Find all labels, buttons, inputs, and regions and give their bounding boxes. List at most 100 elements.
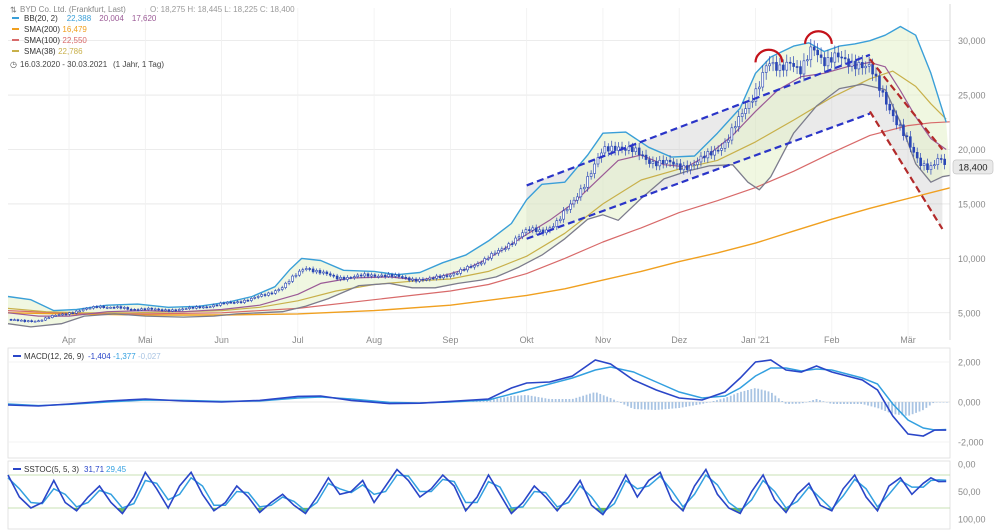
macd-hist-bar	[671, 402, 674, 409]
candle	[486, 255, 490, 261]
candle	[449, 273, 452, 279]
macd-hist-bar	[702, 402, 705, 404]
macd-hist-bar	[637, 402, 639, 410]
macd-hist-bar	[582, 395, 585, 402]
candle	[421, 277, 425, 283]
macd-hist-bar	[729, 395, 732, 402]
macd-hist-bar	[623, 402, 626, 405]
candle	[129, 307, 133, 311]
candle	[555, 217, 559, 231]
candle	[16, 318, 20, 322]
macd-hist-bar	[558, 399, 560, 402]
candle	[788, 56, 792, 71]
candle	[280, 285, 284, 292]
macd-hist-bar	[795, 402, 797, 404]
candle	[809, 39, 813, 68]
candle	[311, 266, 315, 274]
legend-value: 20,004	[99, 14, 124, 23]
candle	[44, 316, 47, 322]
candle	[922, 160, 926, 171]
candle	[418, 277, 421, 283]
macd-hist-bar	[705, 402, 708, 403]
macd-hist-bar	[595, 392, 598, 402]
macd-hist-bar	[849, 402, 852, 404]
candle	[644, 149, 648, 165]
macd-hist-bar	[626, 402, 629, 407]
candle	[284, 281, 287, 290]
candle	[799, 60, 802, 79]
candle	[909, 130, 912, 153]
candle	[740, 108, 744, 123]
macd-hist-bar	[877, 402, 880, 409]
candle	[558, 216, 562, 224]
y-tick-label: 20,000	[958, 145, 986, 155]
macd-hist-bar	[798, 402, 801, 404]
candle	[95, 305, 99, 309]
macd-hist-bar	[589, 393, 591, 402]
candle	[414, 277, 418, 284]
candle	[88, 306, 92, 310]
candle	[606, 143, 610, 157]
macd-hist-bar	[784, 402, 787, 404]
candle	[219, 301, 222, 307]
macd-hist-bar	[812, 400, 814, 402]
candle	[401, 274, 404, 280]
macd-hist-bar	[489, 400, 492, 402]
last-price-badge: 18,400	[952, 159, 994, 175]
macd-hist-bar	[743, 390, 746, 402]
macd-hist-bar	[534, 396, 536, 402]
macd-y-tick-label: -2,000	[958, 438, 984, 448]
candle	[665, 156, 668, 168]
candle	[407, 276, 411, 283]
candle	[754, 82, 758, 106]
candle	[404, 275, 408, 280]
candle	[596, 152, 600, 168]
candle	[215, 303, 219, 307]
macd-hist-bar	[520, 395, 523, 402]
candle	[912, 142, 916, 157]
candle	[929, 161, 933, 175]
macd-hist-bar	[496, 398, 499, 402]
macd-hist-bar	[897, 402, 900, 415]
candle	[136, 308, 140, 312]
candle	[250, 297, 253, 303]
candle	[641, 150, 644, 159]
candle	[819, 47, 823, 65]
candle	[30, 319, 33, 323]
candle	[37, 319, 40, 323]
macd-hist-bar	[619, 402, 622, 403]
stoch-y-tick-label: 0,00	[958, 460, 976, 470]
candle	[895, 110, 898, 130]
macd-hist-bar	[922, 402, 924, 411]
candle	[651, 156, 655, 169]
macd-hist-bar	[853, 402, 856, 404]
period-label: (1 Jahr, 1 Tag)	[113, 60, 164, 69]
candle	[648, 156, 651, 168]
macd-hist-bar	[870, 402, 873, 407]
x-tick-label: Dez	[671, 335, 688, 345]
macd-hist-bar	[805, 402, 808, 403]
candle	[658, 155, 662, 171]
candle	[778, 57, 782, 78]
macd-hist-bar	[863, 402, 866, 405]
bollinger-band-fill	[8, 26, 950, 327]
candle	[225, 301, 229, 306]
candle	[243, 298, 246, 305]
candle	[682, 161, 686, 175]
candle	[123, 305, 126, 310]
candle	[823, 52, 826, 73]
candle	[939, 154, 943, 164]
macd-hist-bar	[788, 402, 790, 404]
macd-hist-bar	[709, 401, 712, 403]
candle	[613, 141, 617, 156]
candle	[363, 271, 366, 279]
stoch-legend-label: SSTOC(5, 5, 3)	[24, 465, 79, 474]
macd-legend-value-hist: -0,027	[138, 352, 161, 361]
candle	[905, 132, 909, 142]
candle	[188, 305, 191, 311]
candle	[339, 275, 342, 282]
macd-hist-bar	[547, 398, 550, 402]
macd-hist-bar	[891, 402, 893, 414]
candle	[325, 270, 329, 276]
